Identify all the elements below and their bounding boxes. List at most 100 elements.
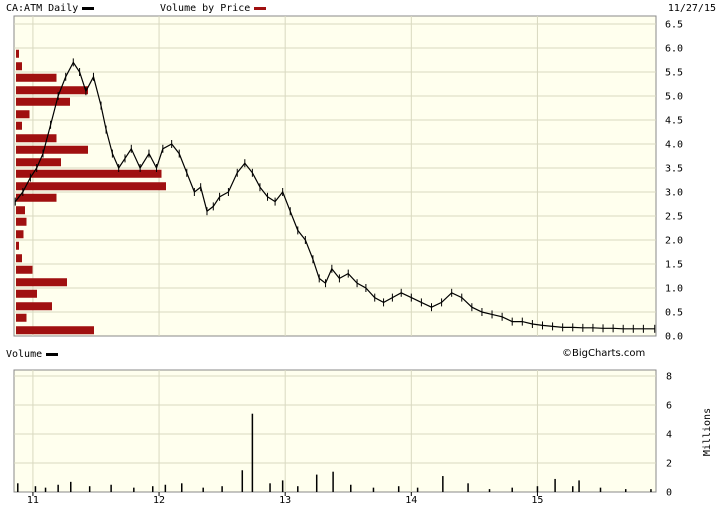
volume-bar	[164, 484, 167, 492]
volume-legend-label: Volume	[6, 349, 43, 360]
price-tick-label: 1.5	[665, 260, 683, 271]
volume-bar	[70, 481, 72, 492]
vbp-bar	[16, 182, 166, 191]
volume-bar	[442, 476, 444, 492]
volume-legend-swatch	[46, 353, 59, 356]
volume-bar	[554, 478, 556, 492]
vbp-bar	[16, 254, 22, 263]
vbp-bar	[16, 278, 67, 287]
volume-bar	[251, 413, 254, 492]
vbp-legend-swatch	[254, 7, 267, 10]
ticker-legend-label: CA:ATM Daily	[6, 3, 79, 14]
vbp-bar	[16, 73, 57, 82]
price-tick-label: 4.0	[665, 140, 683, 151]
vbp-bar	[16, 145, 88, 154]
volume-legend: Volume	[6, 349, 59, 360]
volume-bar	[578, 480, 580, 492]
volume-bar	[241, 470, 244, 492]
volume-bar	[88, 486, 91, 492]
vbp-bar	[16, 326, 94, 335]
volume-bar	[133, 487, 135, 492]
volume-bar	[624, 489, 627, 492]
vbp-bar	[16, 302, 52, 311]
vbp-legend-label: Volume by Price	[160, 3, 251, 14]
volume-tick-label: 8	[666, 372, 672, 383]
volume-tick-label: 0	[666, 488, 672, 499]
vbp-bar	[16, 241, 19, 250]
watermark: ©BigCharts.com	[562, 348, 645, 359]
chart-date-label: 11/27/15	[667, 3, 716, 14]
volume-units-label: Millions	[702, 408, 713, 456]
volume-bar	[269, 483, 271, 492]
vbp-legend: Volume by Price	[160, 3, 267, 14]
volume-bar	[372, 487, 375, 492]
volume-bar	[181, 483, 183, 492]
volume-bar	[416, 487, 419, 492]
volume-bar	[17, 483, 19, 492]
price-tick-label: 3.5	[665, 164, 683, 175]
volume-tick-label: 2	[666, 459, 672, 470]
vbp-bar	[16, 206, 25, 215]
price-tick-label: 4.5	[665, 116, 683, 127]
x-tick-label: 12	[153, 495, 165, 506]
vbp-bar	[16, 289, 37, 298]
volume-panel-bg	[13, 369, 657, 493]
volume-bar	[297, 486, 299, 492]
price-tick-label: 5.0	[665, 92, 683, 103]
volume-bar	[488, 489, 491, 492]
volume-bar	[650, 489, 652, 492]
volume-bar	[536, 486, 539, 492]
price-tick-label: 2.5	[665, 212, 683, 223]
vbp-bar	[16, 230, 24, 239]
vbp-bar	[16, 158, 61, 167]
vbp-bar	[16, 121, 22, 130]
price-tick-label: 6.5	[665, 20, 683, 31]
vbp-bar	[16, 313, 27, 322]
chart-date: 11/27/15	[668, 3, 716, 14]
price-tick-label: 1.0	[665, 284, 683, 295]
volume-bar	[332, 471, 334, 492]
x-tick-label: 15	[531, 495, 543, 506]
volume-bar	[350, 484, 352, 492]
vbp-bar	[16, 97, 70, 106]
volume-bar	[44, 487, 47, 492]
volume-tick-label: 6	[666, 401, 672, 412]
price-series-line	[14, 61, 655, 330]
volume-bar	[57, 484, 59, 492]
volume-tick-label: 4	[666, 430, 672, 441]
x-tick-label: 11	[27, 495, 39, 506]
price-tick-label: 0.0	[665, 332, 683, 343]
ticker-legend-swatch	[82, 7, 95, 10]
price-tick-label: 5.5	[665, 68, 683, 79]
volume-bar	[599, 487, 602, 492]
volume-bar	[467, 483, 469, 492]
watermark-label: ©BigCharts.com	[562, 348, 646, 359]
price-tick-label: 0.5	[665, 308, 683, 319]
vbp-bar	[16, 62, 22, 71]
vbp-bar	[16, 110, 30, 119]
vbp-bar	[16, 86, 88, 95]
vbp-bar	[16, 217, 27, 226]
volume-bar	[315, 474, 318, 492]
volume-bar	[281, 480, 284, 492]
price-tick-label: 6.0	[665, 44, 683, 55]
price-tick-label: 3.0	[665, 188, 683, 199]
volume-bar	[110, 484, 112, 492]
x-tick-label: 14	[405, 495, 417, 506]
volume-bar	[511, 487, 513, 492]
vbp-bar	[16, 134, 57, 143]
volume-bar	[397, 486, 400, 492]
vbp-bar	[16, 265, 33, 274]
volume-bar	[572, 486, 574, 492]
ticker-legend: CA:ATM Daily	[6, 3, 95, 14]
x-tick-label: 13	[279, 495, 291, 506]
volume-bar	[221, 486, 223, 492]
vbp-bar	[16, 169, 162, 178]
vbp-bar	[16, 193, 57, 202]
volume-bar	[202, 487, 204, 492]
volume-bar	[151, 486, 154, 492]
price-tick-label: 2.0	[665, 236, 683, 247]
volume-bar	[34, 486, 37, 492]
vbp-bar	[16, 49, 19, 58]
